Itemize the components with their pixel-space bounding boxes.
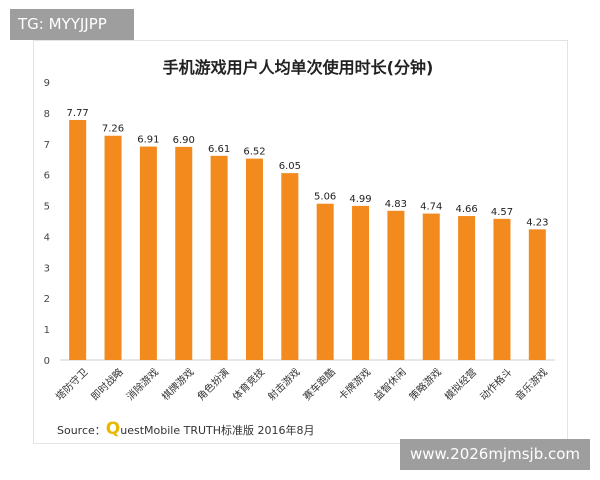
bars-group	[69, 119, 546, 360]
bar	[175, 146, 193, 360]
bar-value-label: 6.05	[279, 161, 301, 172]
bar-value-label: 4.74	[420, 202, 442, 213]
x-tick-label: 赛车跑酷	[300, 365, 337, 402]
bar-value-label: 6.52	[243, 147, 265, 158]
bar-value-label: 6.61	[208, 144, 230, 155]
bar	[69, 119, 87, 360]
source-note: Source：QuestMobile TRUTH标准版 2016年8月	[57, 419, 315, 439]
x-tick-label: 卡牌游戏	[336, 365, 373, 402]
bar-value-label: 4.23	[526, 217, 548, 228]
source-logo-q: Q	[105, 419, 121, 439]
bar	[352, 205, 370, 360]
x-tick-label: 模拟经营	[442, 365, 479, 402]
bar	[210, 155, 228, 360]
x-tick-label: 益智休闲	[371, 365, 408, 402]
x-tick-label: 射击游戏	[265, 365, 302, 402]
y-axis: 0 1 2 3 4 5 6 7 8 9	[44, 78, 50, 367]
x-tick-label: 角色扮演	[194, 365, 231, 402]
bar-value-label: 4.66	[455, 204, 477, 215]
bar	[281, 173, 299, 360]
y-tick-label: 8	[44, 109, 50, 120]
bar	[528, 229, 546, 360]
bar-value-label: 4.57	[491, 207, 513, 218]
x-tick-label: 体育竞技	[230, 365, 267, 402]
chart-title: 手机游戏用户人均单次使用时长(分钟)	[163, 58, 434, 77]
y-tick-label: 3	[44, 263, 50, 274]
x-tick-label: 棋牌游戏	[159, 365, 196, 402]
bar-value-label: 6.91	[137, 135, 159, 146]
x-tick-label: 音乐游戏	[512, 365, 549, 402]
bar	[422, 213, 440, 360]
y-tick-label: 6	[44, 171, 50, 182]
x-axis-labels: 塔防守卫 即时战略 消除游戏 棋牌游戏 角色扮演 体育竞技 射击游戏 赛车跑酷 卡牌游戏 益智休闲…	[53, 365, 550, 402]
bar	[139, 146, 157, 360]
bar-value-label: 5.06	[314, 192, 336, 203]
x-tick-label: 策略游戏	[406, 365, 443, 402]
x-tick-label: 塔防守卫	[53, 365, 90, 402]
bar-value-label: 4.99	[349, 194, 371, 205]
x-tick-label: 消除游戏	[124, 365, 161, 402]
bar	[316, 203, 334, 360]
bar	[458, 216, 476, 360]
chart-frame	[33, 40, 568, 444]
bar	[104, 135, 122, 360]
y-tick-label: 5	[44, 202, 50, 213]
y-tick-label: 4	[44, 232, 50, 243]
bar	[493, 218, 511, 360]
watermark-top: TG: MYYJJPP	[10, 9, 134, 40]
y-tick-label: 7	[44, 140, 50, 151]
y-tick-label: 9	[44, 78, 50, 89]
x-tick-label: 即时战略	[88, 365, 125, 402]
y-tick-label: 2	[44, 294, 50, 305]
y-tick-label: 0	[44, 356, 50, 367]
bar	[245, 158, 263, 360]
source-rest: uestMobile TRUTH标准版 2016年8月	[120, 424, 315, 437]
value-labels-group: 7.77 7.26 6.91 6.90 6.61 6.52 6.05 5.06 4.99 4.83…	[67, 108, 549, 228]
bar-value-label: 4.83	[385, 199, 407, 210]
bar-value-label: 7.26	[102, 124, 124, 135]
watermark-bottom: www.2026mjmsjb.com	[400, 439, 590, 470]
y-tick-label: 1	[44, 325, 50, 336]
x-tick-label: 动作格斗	[477, 365, 514, 402]
bar-value-label: 6.90	[173, 135, 195, 146]
source-prefix: Source：	[57, 424, 106, 437]
bar	[387, 210, 405, 360]
bar-value-label: 7.77	[67, 108, 89, 119]
